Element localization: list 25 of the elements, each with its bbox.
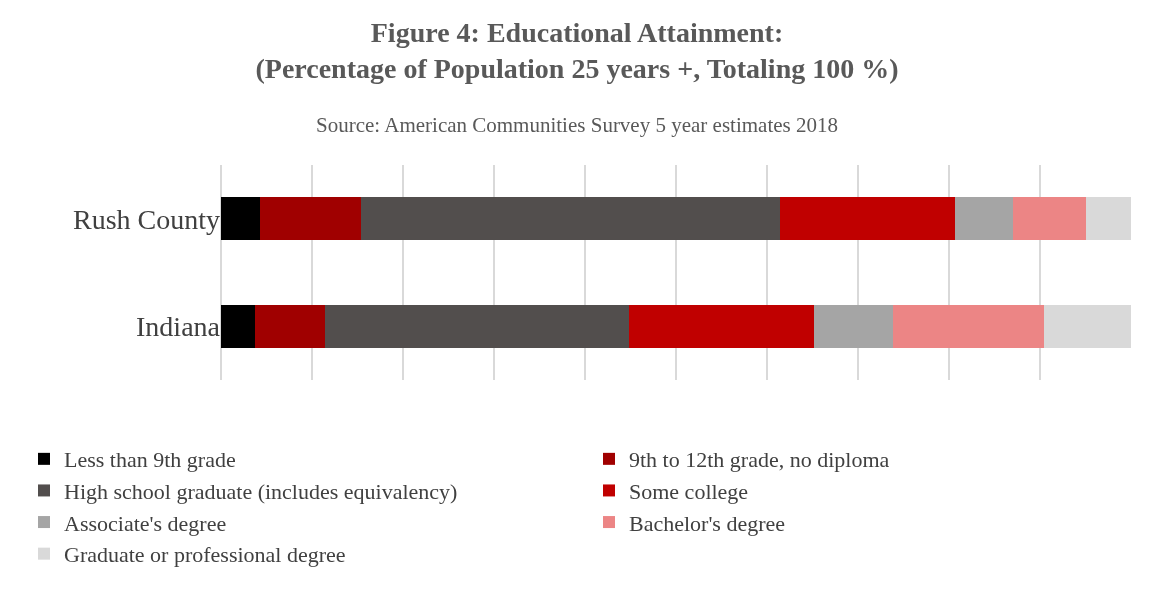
chart-subtitle: Source: American Communities Survey 5 year estimates 2018: [316, 113, 838, 138]
legend-label: Associate's degree: [64, 510, 227, 536]
chart-title: Figure 4: Educational Attainment: (Percentage of Population 25 years +, Totaling 100 %): [255, 16, 899, 85]
bar: [1086, 197, 1131, 241]
bar: [893, 304, 1044, 348]
legend-label: Bachelor's degree: [629, 510, 786, 536]
legend-label: Some college: [629, 479, 749, 505]
legend-label: Graduate or professional degree: [64, 542, 346, 568]
bar: [361, 197, 780, 241]
bar: [814, 304, 894, 348]
bar: [221, 197, 261, 241]
legend-label: High school graduate (includes equivalency): [64, 479, 458, 505]
bar: [1043, 304, 1131, 348]
bar: [221, 304, 255, 348]
legend-label: 9th to 12th grade, no diploma: [629, 447, 890, 473]
y-tick-label: Rush County: [72, 203, 220, 235]
bar: [628, 304, 815, 348]
bar: [955, 197, 1013, 241]
bar: [1012, 197, 1087, 241]
bar: [779, 197, 956, 241]
bar: [260, 197, 362, 241]
legend-label: Less than 9th grade: [64, 447, 236, 473]
bar: [254, 304, 325, 348]
bar: [324, 304, 629, 348]
y-tick-label: Indiana: [136, 311, 221, 343]
